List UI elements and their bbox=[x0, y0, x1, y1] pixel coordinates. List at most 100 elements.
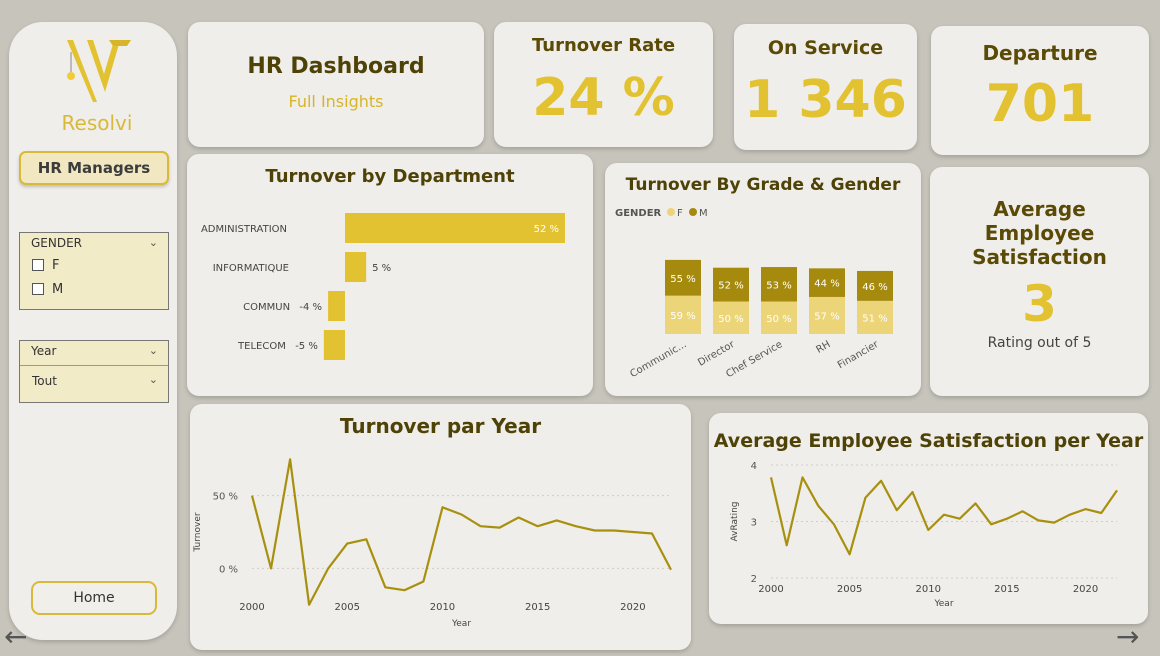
department-value-label: 52 % bbox=[534, 224, 559, 235]
department-label: COMMUN bbox=[243, 302, 290, 313]
grade-bar-f bbox=[857, 300, 893, 334]
satisfaction-per-year-card: Average Employee Satisfaction per Year 2… bbox=[709, 413, 1148, 624]
chevron-down-icon[interactable]: ⌄ bbox=[148, 344, 158, 357]
grade-value-label-m: 52 % bbox=[718, 281, 743, 292]
on-service-card: On Service 1 346 bbox=[734, 24, 917, 150]
legend-label: M bbox=[699, 208, 708, 219]
turnover-by-department-card: Turnover by Department ADMINISTRATION 52 … bbox=[187, 154, 593, 396]
home-button[interactable]: Home bbox=[31, 581, 157, 615]
department-bar bbox=[345, 213, 565, 243]
turnover-per-year-chart: 0 % 50 % 2000 2005 2010 2015 2020 Year Turnover bbox=[193, 458, 672, 629]
turnover-rate-title: Turnover Rate bbox=[531, 35, 676, 56]
grade-category-label: Communic... bbox=[628, 339, 688, 380]
grade-category-label: RH bbox=[814, 339, 832, 356]
department-bar bbox=[323, 330, 345, 360]
resolvi-logo: Resolvi bbox=[62, 40, 133, 135]
y-tick-label: 4 bbox=[751, 461, 757, 472]
department-label: ADMINISTRATION bbox=[201, 224, 287, 235]
turnover-by-department-chart: ADMINISTRATION 52 % INFORMATIQUE 5 % -4 % COM… bbox=[201, 213, 565, 360]
satisfaction-title: Average Employee Satisfaction bbox=[972, 197, 1107, 269]
chevron-down-icon[interactable]: ⌄ bbox=[148, 373, 158, 386]
series-line bbox=[250, 458, 672, 606]
on-service-title: On Service bbox=[767, 37, 884, 59]
y-axis-label: AvRating bbox=[730, 502, 740, 542]
legend-marker bbox=[689, 208, 697, 216]
legend-label: F bbox=[677, 208, 683, 219]
department-value-label: -4 % bbox=[299, 302, 322, 313]
grade-value-label-m: 44 % bbox=[814, 279, 839, 290]
chevron-down-icon[interactable]: ⌄ bbox=[148, 236, 158, 249]
gender-option-label: F bbox=[52, 257, 60, 273]
grade-bar-f bbox=[665, 295, 701, 334]
checkbox-icon[interactable] bbox=[32, 259, 44, 271]
x-tick-label: 2015 bbox=[994, 584, 1019, 595]
grade-value-label-f: 57 % bbox=[814, 311, 839, 322]
x-tick-label: 2000 bbox=[758, 584, 783, 595]
chart-title: Average Employee Satisfaction per Year bbox=[713, 430, 1144, 452]
departure-card: Departure 701 bbox=[931, 26, 1149, 155]
x-tick-label: 2010 bbox=[430, 602, 455, 613]
year-slicer-title: Year bbox=[31, 344, 57, 358]
satisfaction-caption: Rating out of 5 bbox=[987, 335, 1092, 351]
grade-value-label-f: 50 % bbox=[766, 314, 791, 325]
sidebar: Resolvi HR Managers GENDER ⌄ F M Year ⌄ … bbox=[9, 22, 177, 640]
grade-value-label-f: 51 % bbox=[862, 313, 887, 324]
y-tick-label: 0 % bbox=[219, 564, 238, 575]
turnover-rate-card: Turnover Rate 24 % bbox=[494, 22, 713, 147]
x-tick-label: 2020 bbox=[620, 602, 645, 613]
satisfaction-value: 3 bbox=[1022, 275, 1057, 333]
grade-bar-m bbox=[809, 268, 845, 297]
year-dropdown[interactable]: Tout ⌄ bbox=[20, 365, 168, 395]
grade-value-label-m: 53 % bbox=[766, 280, 791, 291]
y-tick-label: 3 bbox=[751, 518, 757, 529]
department-value-label: 5 % bbox=[372, 263, 391, 274]
year-slicer: Year ⌄ Tout ⌄ bbox=[19, 340, 169, 403]
chart-title: Turnover par Year bbox=[339, 414, 542, 438]
on-service-value: 1 346 bbox=[744, 70, 907, 130]
grade-value-label-f: 50 % bbox=[718, 314, 743, 325]
satisfaction-card: Average Employee Satisfaction 3 Rating o… bbox=[930, 167, 1149, 396]
x-tick-label: 2010 bbox=[916, 584, 941, 595]
x-axis-label: Year bbox=[933, 599, 953, 609]
header-card: HR Dashboard Full Insights bbox=[188, 22, 484, 147]
turnover-rate-value: 24 % bbox=[532, 68, 675, 128]
gender-option-m[interactable]: M bbox=[20, 277, 168, 301]
hr-managers-button[interactable]: HR Managers bbox=[19, 151, 169, 185]
grade-category-label: Financier bbox=[836, 339, 881, 372]
department-bar bbox=[345, 252, 367, 282]
grade-category-label: Director bbox=[696, 339, 737, 369]
satisfaction-per-year-chart: 2 3 4 2000 2005 2010 2015 2020 Year AvRating bbox=[730, 461, 1118, 609]
department-label: INFORMATIQUE bbox=[213, 263, 289, 274]
year-selected-value: Tout bbox=[32, 374, 57, 388]
grade-bar-f bbox=[713, 301, 749, 334]
turnover-by-grade-gender-card: Turnover By Grade & Gender GENDER F M 59 % 5… bbox=[605, 163, 921, 396]
gender-option-label: M bbox=[52, 281, 64, 297]
x-tick-label: 2020 bbox=[1073, 584, 1098, 595]
gender-option-f[interactable]: F bbox=[20, 253, 168, 277]
grade-bar-f bbox=[761, 301, 797, 334]
chart-title: Turnover by Department bbox=[265, 166, 515, 187]
x-tick-label: 2005 bbox=[335, 602, 360, 613]
grade-bar-f bbox=[809, 296, 845, 334]
y-tick-label: 50 % bbox=[213, 492, 238, 503]
page-subtitle: Full Insights bbox=[288, 92, 384, 111]
grade-bar-m bbox=[761, 267, 797, 302]
svg-text:Resolvi: Resolvi bbox=[62, 111, 133, 135]
turnover-by-grade-gender-chart: GENDER F M 59 % 55 % Communic... 50 % 52 % Direc… bbox=[615, 208, 893, 380]
department-value-label: -5 % bbox=[295, 341, 318, 352]
grade-value-label-m: 46 % bbox=[862, 282, 887, 293]
departure-title: Departure bbox=[982, 41, 1098, 65]
legend-title: GENDER bbox=[615, 208, 662, 219]
gender-slicer: GENDER ⌄ F M bbox=[19, 232, 169, 310]
y-tick-label: 2 bbox=[751, 574, 757, 585]
grade-bar-m bbox=[857, 270, 893, 301]
previous-page-arrow-icon[interactable]: ← bbox=[4, 620, 28, 653]
grade-bar-m bbox=[665, 259, 701, 296]
legend-marker bbox=[667, 208, 675, 216]
turnover-per-year-card: Turnover par Year 0 % 50 % 2000 2005 2010 201… bbox=[190, 404, 691, 650]
next-page-arrow-icon[interactable]: → bbox=[1116, 620, 1140, 653]
y-axis-label: Turnover bbox=[193, 512, 203, 552]
departure-value: 701 bbox=[985, 74, 1095, 134]
department-label: TELECOM bbox=[237, 341, 286, 352]
checkbox-icon[interactable] bbox=[32, 283, 44, 295]
